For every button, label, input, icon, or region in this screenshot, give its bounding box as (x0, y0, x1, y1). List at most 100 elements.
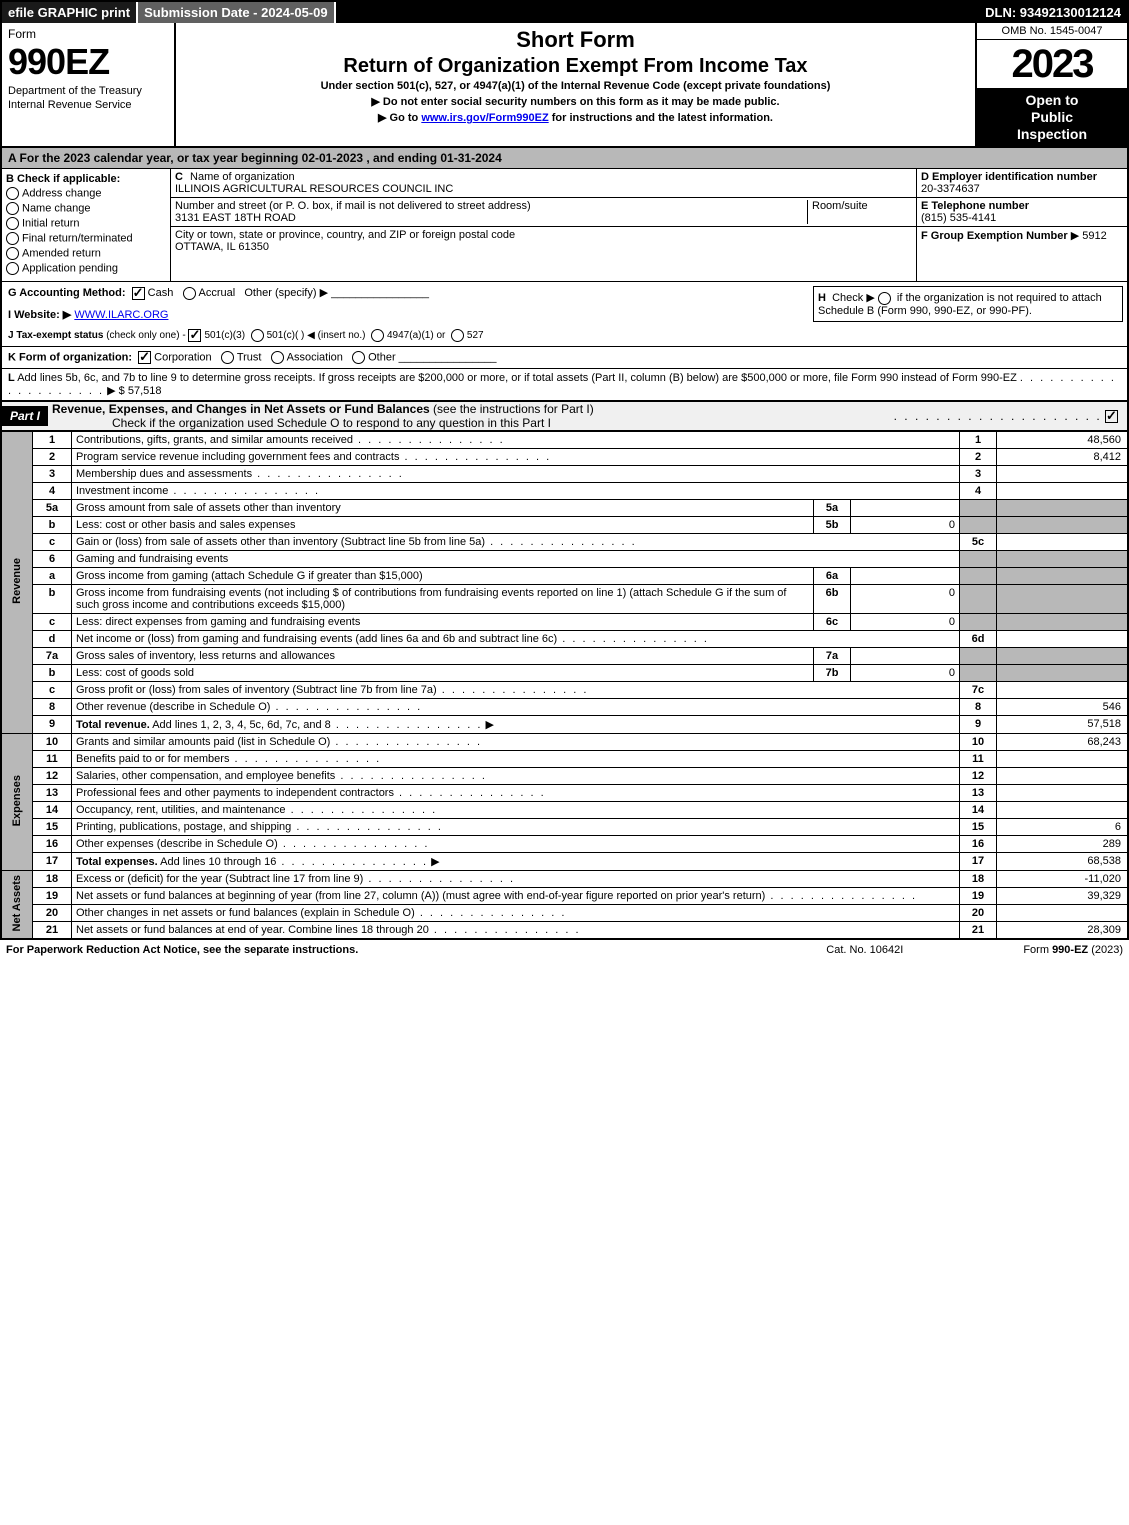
irs-link[interactable]: www.irs.gov/Form990EZ (421, 112, 548, 124)
subval-5a (851, 499, 960, 516)
line-num-3: 3 (33, 465, 72, 482)
rightnum-1: 1 (960, 431, 997, 448)
rightnum-16: 16 (960, 835, 997, 852)
org-name-row: C Name of organization ILLINOIS AGRICULT… (171, 169, 916, 198)
phone-label: E Telephone number (921, 200, 1029, 212)
rightnum-21: 21 (960, 921, 997, 938)
line-num-c: c (33, 533, 72, 550)
k-assoc-radio[interactable] (271, 351, 284, 364)
rightnum-2: 2 (960, 448, 997, 465)
rightval-4 (997, 482, 1128, 499)
rightnum-19: 19 (960, 887, 997, 904)
instruction-goto: ▶ Go to www.irs.gov/Form990EZ for instru… (180, 111, 971, 124)
rightnum-7c: 7c (960, 681, 997, 698)
rightval-gray-b (997, 516, 1128, 533)
desc-b: Less: cost or other basis and sales expe… (72, 516, 814, 533)
desc-c: Less: direct expenses from gaming and fu… (72, 613, 814, 630)
opt-address-change[interactable]: Address change (6, 187, 166, 200)
line-num-1: 1 (33, 431, 72, 448)
rightval-gray-b (997, 664, 1128, 681)
rightval-gray-5a (997, 499, 1128, 516)
k-trust-radio[interactable] (221, 351, 234, 364)
j-527-radio[interactable] (451, 329, 464, 342)
h-radio[interactable] (878, 292, 891, 305)
opt-name-change[interactable]: Name change (6, 202, 166, 215)
part-i-check-text: Check if the organization used Schedule … (112, 416, 551, 430)
l-gross-receipts: L Add lines 5b, 6c, and 7b to line 9 to … (2, 369, 1127, 401)
title-cell: Short Form Return of Organization Exempt… (176, 23, 975, 146)
opt-amended[interactable]: Amended return (6, 247, 166, 260)
subval-5b: 0 (851, 516, 960, 533)
j-501c-radio[interactable] (251, 329, 264, 342)
line-num-7a: 7a (33, 647, 72, 664)
line-num-12: 12 (33, 767, 72, 784)
line-a: aGross income from gaming (attach Schedu… (2, 567, 1127, 584)
j-4947-radio[interactable] (371, 329, 384, 342)
group-row: F Group Exemption Number ▶ 5912 (917, 227, 1127, 244)
line-num-b: b (33, 664, 72, 681)
rightnum-gray-c (960, 613, 997, 630)
j-501c3: 501(c)(3) (204, 330, 245, 341)
line-2: 2Program service revenue including gover… (2, 448, 1127, 465)
line-num-b: b (33, 516, 72, 533)
g-cash-checkbox[interactable] (132, 287, 145, 300)
j-527: 527 (467, 330, 484, 341)
subval-6c: 0 (851, 613, 960, 630)
room-label: Room/suite (812, 200, 868, 212)
desc-b: Gross income from fundraising events (no… (72, 584, 814, 613)
opt-initial-return[interactable]: Initial return (6, 217, 166, 230)
city-label: City or town, state or province, country… (175, 229, 515, 241)
schedule-o-checkbox[interactable] (1105, 410, 1118, 423)
k-trust: Trust (237, 351, 262, 363)
opt-final-return[interactable]: Final return/terminated (6, 232, 166, 245)
b-label: B (6, 173, 14, 185)
rightval-3 (997, 465, 1128, 482)
ein-label: D Employer identification number (921, 171, 1097, 183)
rightnum-18: 18 (960, 870, 997, 887)
line-4: 4Investment income4 (2, 482, 1127, 499)
group-value: 5912 (1082, 230, 1106, 242)
k-corp-checkbox[interactable] (138, 351, 151, 364)
col-d-ein-phone: D Employer identification number 20-3374… (916, 169, 1127, 281)
efile-graphic-print: efile GRAPHIC print (2, 2, 138, 23)
line-num-18: 18 (33, 870, 72, 887)
rightnum-10: 10 (960, 733, 997, 750)
line-num-20: 20 (33, 904, 72, 921)
street-label: Number and street (or P. O. box, if mail… (175, 200, 531, 212)
open1: Open to (979, 92, 1125, 109)
j-501c3-checkbox[interactable] (188, 329, 201, 342)
schedule-o-checkbox-container (894, 409, 1127, 423)
line-num-4: 4 (33, 482, 72, 499)
j-4947: 4947(a)(1) or (387, 330, 445, 341)
desc-2: Program service revenue including govern… (72, 448, 960, 465)
city-value: OTTAWA, IL 61350 (175, 241, 269, 253)
desc-a: Gross income from gaming (attach Schedul… (72, 567, 814, 584)
instr1-text: Do not enter social security numbers on … (383, 96, 780, 108)
k-other: Other (368, 351, 396, 363)
desc-21: Net assets or fund balances at end of ye… (72, 921, 960, 938)
rightval-11 (997, 750, 1128, 767)
line-num-10: 10 (33, 733, 72, 750)
rightnum-gray-6 (960, 550, 997, 567)
line-18: Net Assets18Excess or (deficit) for the … (2, 870, 1127, 887)
rightval-gray-7a (997, 647, 1128, 664)
k-other-radio[interactable] (352, 351, 365, 364)
subnum-6b: 6b (814, 584, 851, 613)
l-amount: $ 57,518 (119, 385, 162, 397)
g-accrual-radio[interactable] (183, 287, 196, 300)
rightnum-13: 13 (960, 784, 997, 801)
desc-3: Membership dues and assessments (72, 465, 960, 482)
line-20: 20Other changes in net assets or fund ba… (2, 904, 1127, 921)
desc-16: Other expenses (describe in Schedule O) (72, 835, 960, 852)
line-num-8: 8 (33, 698, 72, 715)
line-1: Revenue1Contributions, gifts, grants, an… (2, 431, 1127, 448)
desc-12: Salaries, other compensation, and employ… (72, 767, 960, 784)
website-link[interactable]: WWW.ILARC.ORG (74, 309, 168, 321)
rightnum-gray-7a (960, 647, 997, 664)
desc-6: Gaming and fundraising events (72, 550, 960, 567)
col-c-org-info: C Name of organization ILLINOIS AGRICULT… (171, 169, 916, 281)
rightval-13 (997, 784, 1128, 801)
opt-application-pending[interactable]: Application pending (6, 262, 166, 275)
instr2-post: for instructions and the latest informat… (549, 112, 773, 124)
desc-18: Excess or (deficit) for the year (Subtra… (72, 870, 960, 887)
